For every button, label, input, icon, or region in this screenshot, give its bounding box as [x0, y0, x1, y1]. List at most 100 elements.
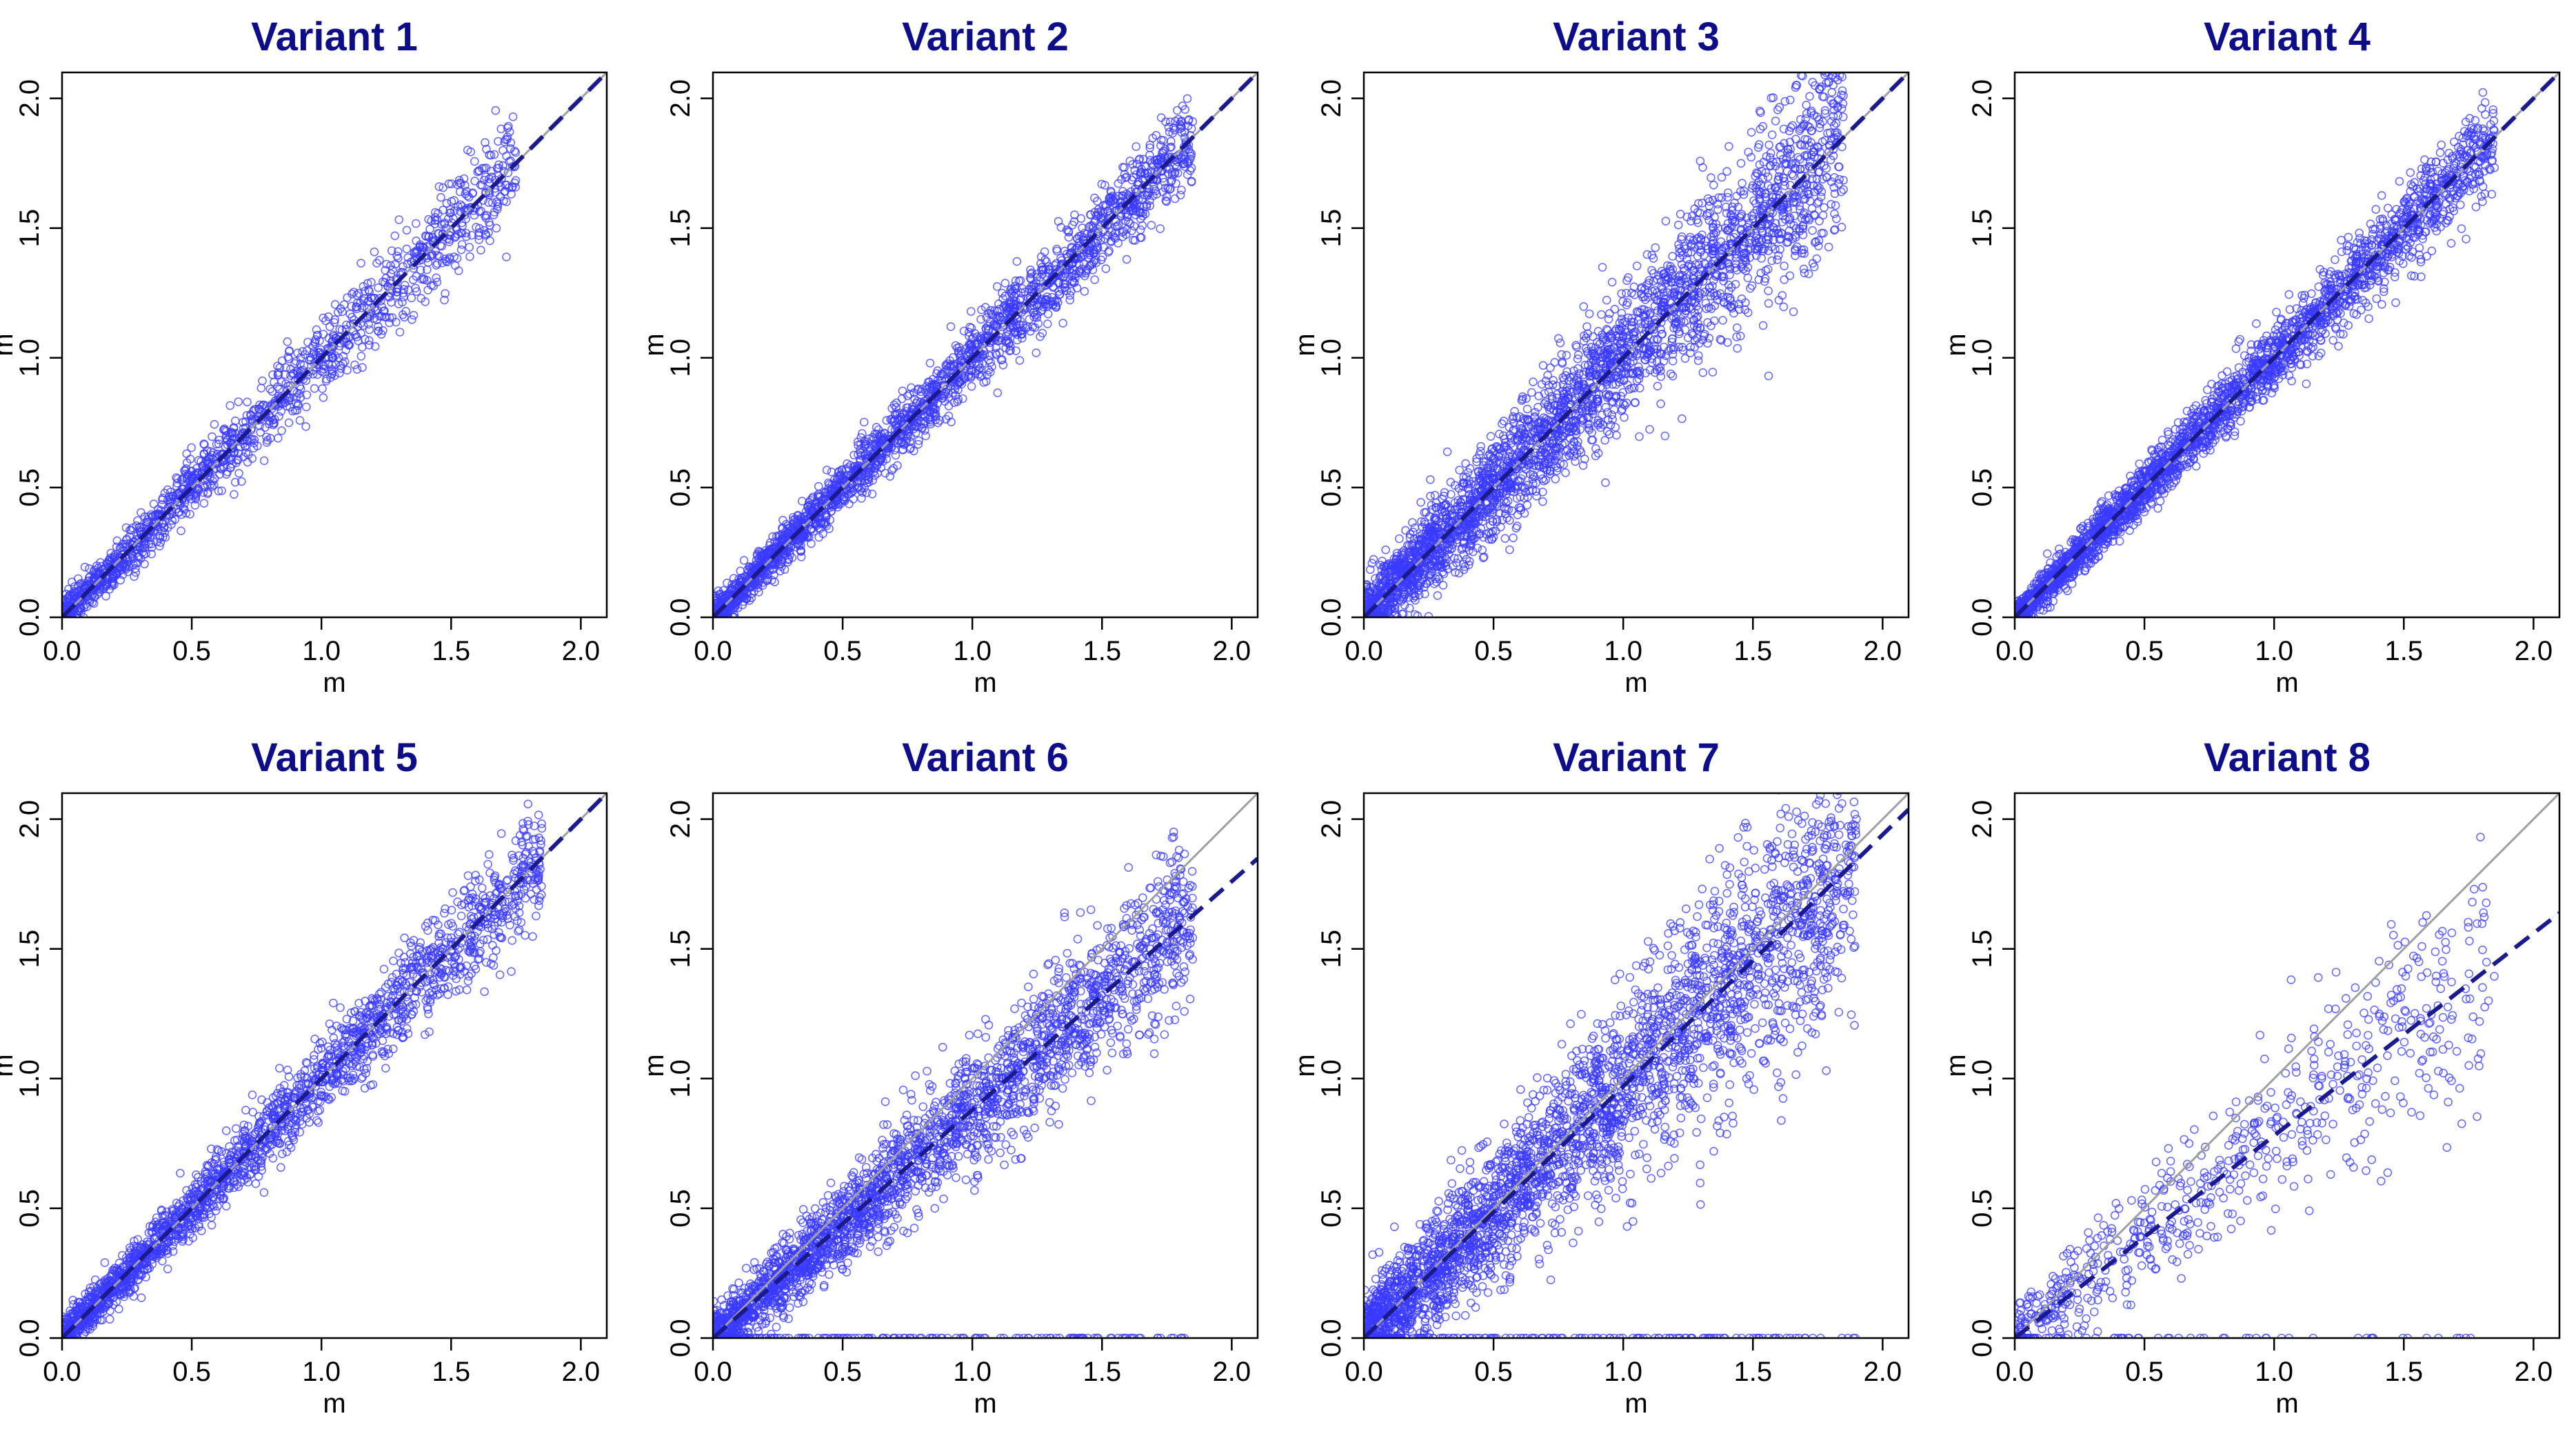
data-point: [1065, 295, 1074, 305]
data-point: [1775, 245, 1784, 254]
data-point: [283, 337, 292, 346]
data-point: [315, 336, 324, 346]
data-point: [372, 259, 381, 268]
data-point: [468, 188, 477, 197]
data-point: [992, 306, 1002, 316]
data-point: [388, 313, 397, 322]
data-point: [511, 176, 521, 186]
data-point: [301, 422, 310, 431]
data-point: [1810, 211, 1820, 220]
data-point: [1693, 356, 1703, 366]
data-point: [407, 293, 416, 303]
data-point: [1724, 142, 1733, 151]
data-point: [200, 459, 210, 468]
x-tick-label: 0.0: [694, 636, 732, 666]
data-point: [101, 591, 110, 601]
data-point: [984, 355, 994, 365]
data-point: [319, 330, 328, 339]
data-point: [1184, 145, 1194, 154]
y-tick-label: 1.5: [665, 209, 696, 248]
data-point: [1176, 121, 1186, 130]
data-point: [958, 355, 967, 364]
data-point: [1067, 268, 1076, 278]
data-point: [796, 552, 806, 561]
data-point: [1183, 170, 1192, 179]
data-point: [876, 453, 885, 462]
data-point: [1381, 545, 1390, 555]
data-point: [249, 443, 259, 452]
data-point: [992, 282, 1002, 291]
y-tick-label: 1.0: [665, 339, 696, 377]
data-point: [390, 231, 400, 241]
data-point: [922, 388, 931, 397]
data-point: [796, 534, 805, 544]
data-point: [1532, 491, 1541, 501]
data-point: [208, 476, 217, 486]
data-point: [1120, 173, 1130, 183]
data-point: [1037, 263, 1047, 272]
data-point: [370, 247, 379, 257]
data-point: [172, 473, 181, 482]
data-point: [421, 297, 430, 306]
data-point: [1149, 184, 1159, 194]
data-point: [1822, 163, 1831, 173]
data-point: [854, 483, 863, 492]
data-point: [1619, 375, 1629, 384]
data-point: [277, 426, 286, 435]
data-point: [1170, 194, 1180, 203]
data-point: [314, 348, 324, 357]
data-point: [385, 313, 394, 322]
data-point: [116, 575, 125, 585]
data-point: [419, 242, 427, 252]
data-point: [382, 259, 391, 269]
data-point: [1127, 226, 1136, 235]
data-point: [1722, 167, 1731, 176]
data-point: [293, 348, 302, 358]
data-point: [187, 495, 197, 503]
data-point: [1136, 225, 1145, 235]
data-point: [363, 279, 372, 288]
data-point: [93, 577, 102, 587]
x-tick-label: 1.5: [432, 636, 470, 666]
data-point: [1023, 322, 1032, 332]
data-point: [256, 428, 265, 437]
data-point: [452, 180, 462, 189]
data-point: [502, 252, 511, 261]
data-point: [746, 582, 756, 591]
data-point: [1166, 184, 1175, 193]
data-point: [365, 325, 374, 335]
data-point: [1161, 196, 1171, 206]
data-point: [1006, 346, 1015, 355]
data-point: [1063, 249, 1071, 259]
data-point: [416, 266, 425, 275]
data-point: [436, 192, 445, 202]
panel-title: Variant 1: [251, 14, 418, 59]
data-point: [1601, 403, 1611, 412]
data-point: [474, 223, 484, 233]
data-point: [1816, 192, 1826, 201]
data-point: [183, 470, 193, 479]
data-point: [1451, 568, 1460, 577]
data-point: [856, 445, 865, 455]
data-point: [914, 439, 923, 449]
data-point: [173, 497, 183, 507]
data-point: [854, 441, 863, 450]
scatter-panel-3: Variant 30.0 0.5 1.0 1.5 2.00.00.51.01.52.0m…: [1290, 14, 1910, 698]
data-point: [356, 298, 365, 308]
x-axis-label: m: [974, 668, 996, 698]
data-point: [412, 272, 421, 281]
data-point: [377, 302, 387, 312]
data-point: [494, 163, 503, 172]
data-point: [882, 455, 892, 463]
data-point: [1156, 113, 1166, 122]
data-point: [1692, 313, 1701, 323]
data-point: [1098, 252, 1107, 261]
data-point: [191, 492, 201, 502]
data-point: [358, 363, 367, 372]
data-point: [1160, 183, 1170, 192]
data-point: [250, 405, 259, 415]
data-point: [319, 361, 329, 371]
data-point: [319, 393, 328, 402]
data-point: [1011, 297, 1020, 306]
data-point: [1070, 210, 1079, 219]
